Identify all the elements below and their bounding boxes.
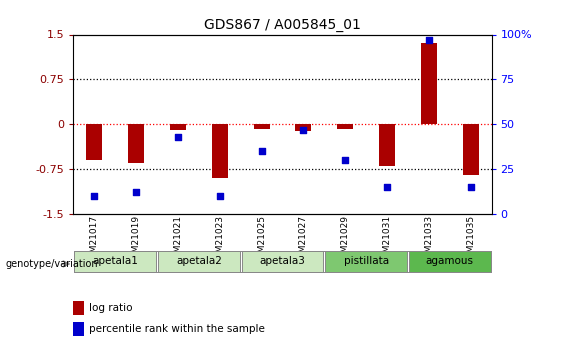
Point <box>257 148 266 154</box>
Bar <box>295 124 311 131</box>
Bar <box>463 124 479 175</box>
Point <box>383 184 392 190</box>
Point <box>341 157 350 163</box>
Bar <box>421 43 437 124</box>
Bar <box>170 124 186 130</box>
Bar <box>74 250 157 272</box>
Bar <box>379 124 395 166</box>
Point <box>424 37 433 43</box>
Title: GDS867 / A005845_01: GDS867 / A005845_01 <box>204 18 361 32</box>
Bar <box>241 250 324 272</box>
Text: apetala1: apetala1 <box>92 256 138 266</box>
Point <box>90 193 99 199</box>
Bar <box>73 322 84 336</box>
Point <box>132 190 141 195</box>
Bar <box>408 250 491 272</box>
Text: pistillata: pistillata <box>344 256 389 266</box>
Bar <box>128 124 144 163</box>
Bar <box>158 250 240 272</box>
Bar <box>73 301 84 315</box>
Text: apetala3: apetala3 <box>259 256 306 266</box>
Text: apetala2: apetala2 <box>176 256 222 266</box>
Point <box>215 193 224 199</box>
Bar <box>212 124 228 178</box>
Text: agamous: agamous <box>426 256 473 266</box>
Point <box>299 127 308 132</box>
Bar <box>337 124 353 129</box>
Text: percentile rank within the sample: percentile rank within the sample <box>89 324 264 334</box>
Bar <box>254 124 270 129</box>
Point <box>466 184 475 190</box>
Text: log ratio: log ratio <box>89 303 132 313</box>
Bar <box>325 250 407 272</box>
Point <box>173 134 182 139</box>
Text: genotype/variation: genotype/variation <box>6 259 98 269</box>
Bar <box>86 124 102 160</box>
